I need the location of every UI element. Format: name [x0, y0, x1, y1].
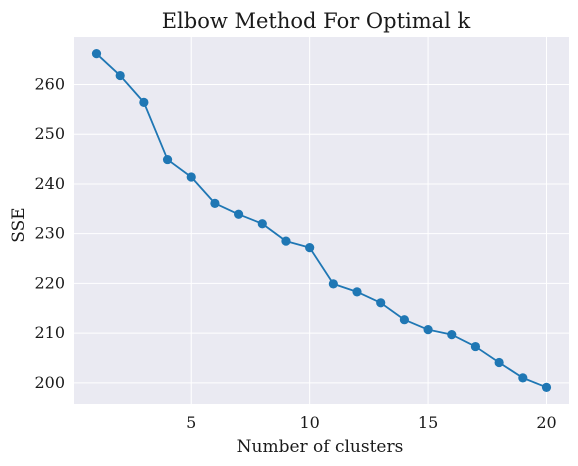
y-tick-label: 210	[34, 323, 65, 342]
y-tick-label: 250	[34, 124, 65, 143]
grid-lines	[74, 37, 569, 404]
data-point	[494, 357, 504, 368]
data-point	[541, 382, 552, 392]
data-point	[328, 279, 338, 289]
y-tick-label: 260	[34, 74, 65, 93]
data-point	[210, 198, 220, 208]
data-point	[470, 341, 481, 352]
y-tick-label: 200	[34, 373, 65, 392]
x-axis-label: Number of clusters	[237, 437, 404, 457]
x-tick-label: 15	[418, 413, 438, 432]
x-tick-label: 20	[536, 413, 556, 432]
data-point	[376, 298, 386, 308]
y-axis-label: SSE	[9, 207, 29, 242]
y-tick-label: 220	[34, 273, 65, 292]
data-point	[162, 154, 173, 165]
plot-area	[74, 37, 569, 404]
y-tick-label: 230	[34, 224, 65, 243]
x-tick-label: 10	[299, 413, 319, 432]
data-point	[234, 209, 244, 219]
x-axis-ticks: 5 10 15 20	[186, 413, 557, 432]
data-point	[257, 219, 267, 229]
series-layer	[91, 49, 552, 392]
y-axis-ticks: 200 210 220 230 240 250 260	[34, 74, 65, 391]
data-point	[91, 49, 102, 59]
data-point	[447, 330, 457, 340]
chart-title: Elbow Method For Optimal k	[162, 9, 471, 33]
data-point	[305, 243, 315, 253]
data-point	[352, 287, 362, 297]
data-point	[399, 315, 409, 325]
data-point	[115, 70, 125, 81]
y-tick-label: 240	[34, 174, 65, 193]
data-point	[139, 97, 149, 107]
data-point	[423, 325, 433, 335]
data-point	[186, 172, 196, 182]
data-point	[281, 236, 291, 246]
data-point	[518, 373, 528, 383]
x-tick-label: 5	[186, 413, 196, 432]
